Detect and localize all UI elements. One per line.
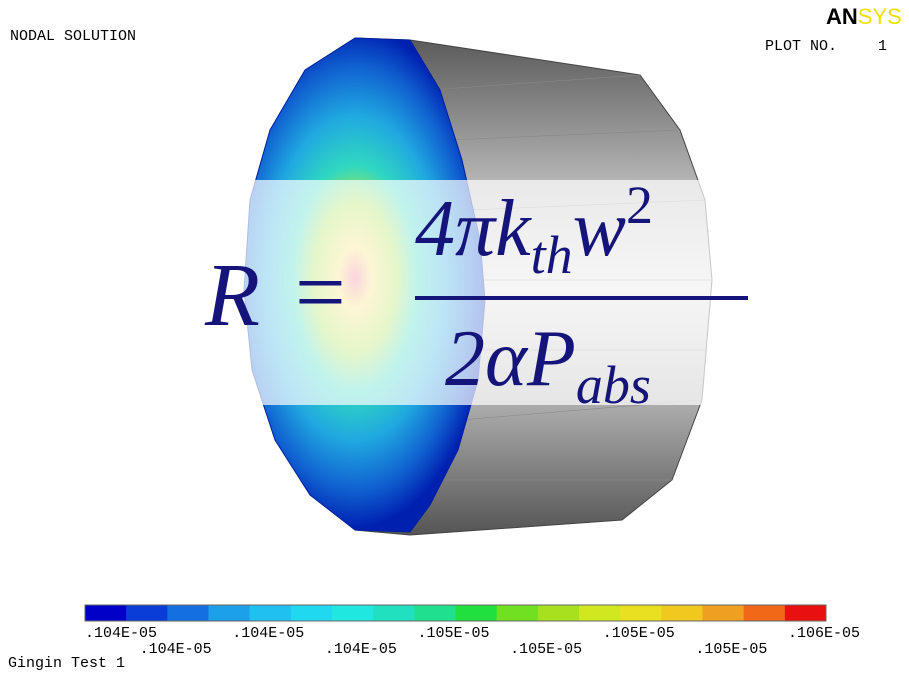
legend-labels: .104E-05.104E-05.104E-05.104E-05.105E-05… bbox=[85, 625, 860, 658]
colorbar-segment bbox=[785, 605, 827, 621]
legend-label: .105E-05 bbox=[417, 625, 489, 642]
logo-part: AN bbox=[826, 4, 858, 29]
colorbar-segment bbox=[167, 605, 209, 621]
colorbar-segment bbox=[373, 605, 415, 621]
formula-part: 2αP bbox=[445, 315, 576, 403]
formula-part: 2 bbox=[626, 175, 653, 235]
legend-label: .104E-05 bbox=[325, 641, 397, 658]
plot-label: PLOT NO. bbox=[765, 38, 837, 55]
caption: Gingin Test 1 bbox=[8, 655, 125, 672]
legend-label: .104E-05 bbox=[140, 641, 212, 658]
colorbar-segment bbox=[209, 605, 251, 621]
formula-part: w bbox=[573, 185, 626, 273]
colorbar-segment bbox=[456, 605, 498, 621]
logo: ANSYS bbox=[826, 4, 902, 29]
colorbar-segment bbox=[703, 605, 745, 621]
colorbar-segment bbox=[661, 605, 703, 621]
colorbar-segment bbox=[414, 605, 456, 621]
plot-number: 1 bbox=[878, 38, 887, 55]
legend-label: .105E-05 bbox=[510, 641, 582, 658]
legend-label: .105E-05 bbox=[603, 625, 675, 642]
formula-part: abs bbox=[576, 355, 651, 415]
screen: NODAL SOLUTION ANSYS PLOT NO. 1 R = 4πkt… bbox=[0, 0, 909, 678]
colorbar-segment bbox=[250, 605, 292, 621]
colorbar-segment bbox=[332, 605, 374, 621]
colorbar-segment bbox=[538, 605, 580, 621]
formula-part: th bbox=[531, 225, 573, 285]
colorbar-segment bbox=[126, 605, 168, 621]
colorbar bbox=[85, 605, 827, 621]
colorbar-segment bbox=[85, 605, 127, 621]
legend-label: .104E-05 bbox=[85, 625, 157, 642]
colorbar-segment bbox=[620, 605, 662, 621]
legend-label: .106E-05 bbox=[788, 625, 860, 642]
colorbar-segment bbox=[291, 605, 333, 621]
title: NODAL SOLUTION bbox=[10, 28, 136, 45]
colorbar-segment bbox=[579, 605, 621, 621]
formula-equals: = bbox=[295, 243, 346, 342]
formula-part: 4πk bbox=[415, 185, 532, 273]
legend-label: .105E-05 bbox=[695, 641, 767, 658]
colorbar-segment bbox=[744, 605, 786, 621]
legend-label: .104E-05 bbox=[232, 625, 304, 642]
formula-lhs: R bbox=[204, 246, 260, 345]
logo-part: SYS bbox=[858, 4, 902, 29]
colorbar-segment bbox=[497, 605, 539, 621]
